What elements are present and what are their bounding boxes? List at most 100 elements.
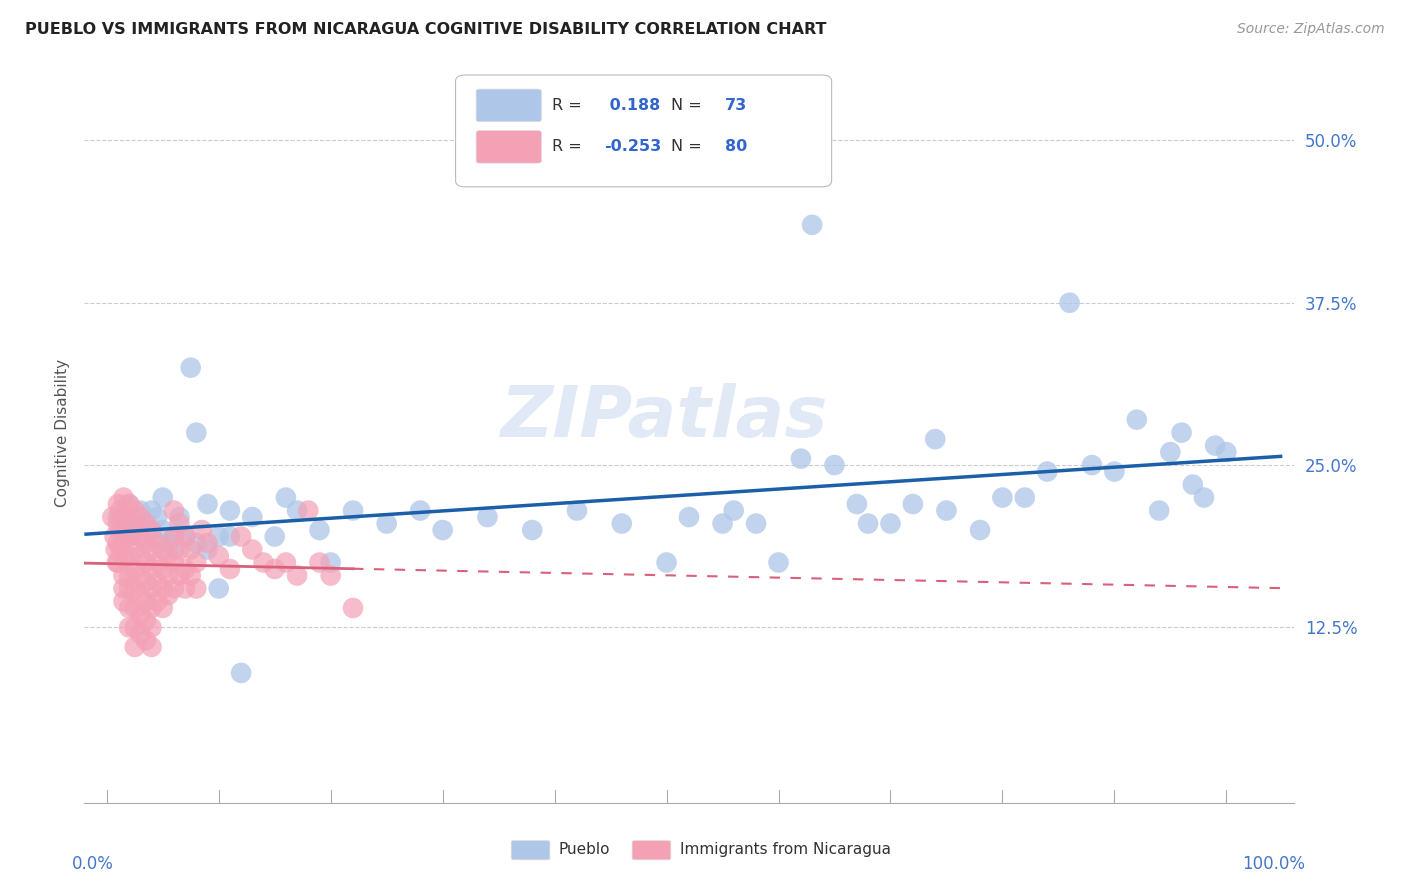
Point xyxy=(1081,458,1104,472)
Point xyxy=(152,582,174,596)
Point xyxy=(240,542,263,557)
Point xyxy=(141,529,163,543)
Point xyxy=(1204,439,1226,453)
Point xyxy=(129,549,152,563)
Text: R =: R = xyxy=(553,98,582,113)
Point xyxy=(901,497,924,511)
Point xyxy=(129,627,152,641)
Point xyxy=(208,549,231,563)
Point xyxy=(129,529,152,543)
FancyBboxPatch shape xyxy=(477,130,541,163)
Point xyxy=(879,516,901,531)
Point xyxy=(157,549,180,563)
Point xyxy=(163,542,186,557)
Point xyxy=(1215,445,1237,459)
Point xyxy=(163,556,186,570)
Point xyxy=(522,523,544,537)
Point xyxy=(152,601,174,615)
Point xyxy=(112,491,135,505)
FancyBboxPatch shape xyxy=(477,89,541,121)
Point xyxy=(801,218,824,232)
Point xyxy=(157,568,180,582)
Text: 73: 73 xyxy=(725,98,748,113)
Point xyxy=(135,516,157,531)
Point xyxy=(118,601,141,615)
Point xyxy=(141,523,163,537)
Text: Pueblo: Pueblo xyxy=(558,842,610,857)
Point xyxy=(197,542,219,557)
Point xyxy=(297,503,319,517)
Point xyxy=(790,451,813,466)
Point xyxy=(935,503,957,517)
Point xyxy=(263,529,285,543)
Point xyxy=(174,529,197,543)
Point xyxy=(112,594,135,608)
Point xyxy=(308,523,330,537)
Point xyxy=(104,529,127,543)
Point xyxy=(124,542,146,557)
Point xyxy=(186,556,208,570)
Point xyxy=(135,574,157,589)
Point xyxy=(118,620,141,634)
Point xyxy=(1147,503,1170,517)
Point xyxy=(1170,425,1192,440)
Point xyxy=(108,542,131,557)
Point xyxy=(135,633,157,648)
Point xyxy=(169,510,191,524)
Point xyxy=(146,574,169,589)
Point xyxy=(146,594,169,608)
Point xyxy=(108,523,131,537)
Point xyxy=(991,491,1014,505)
Point xyxy=(1014,491,1036,505)
Point xyxy=(240,510,263,524)
Point xyxy=(152,562,174,576)
Point xyxy=(124,582,146,596)
Point xyxy=(112,523,135,537)
Point xyxy=(477,510,499,524)
Text: N =: N = xyxy=(671,98,702,113)
Point xyxy=(118,549,141,563)
Point xyxy=(141,503,163,517)
Point xyxy=(174,529,197,543)
Point xyxy=(163,529,186,543)
Text: 0.0%: 0.0% xyxy=(72,855,114,872)
Point xyxy=(157,588,180,602)
Point xyxy=(610,516,633,531)
FancyBboxPatch shape xyxy=(633,840,671,860)
Point xyxy=(107,556,129,570)
Point xyxy=(157,536,180,550)
Point xyxy=(129,529,152,543)
Point xyxy=(1159,445,1181,459)
Text: Immigrants from Nicaragua: Immigrants from Nicaragua xyxy=(681,842,891,857)
Point xyxy=(924,432,946,446)
Point xyxy=(135,614,157,628)
Point xyxy=(169,568,191,582)
Point xyxy=(180,568,202,582)
Point xyxy=(432,523,454,537)
Point xyxy=(141,542,163,557)
Point xyxy=(409,503,432,517)
Point xyxy=(197,497,219,511)
Point xyxy=(308,556,330,570)
Point xyxy=(319,556,342,570)
Point xyxy=(104,542,127,557)
Point xyxy=(1181,477,1204,491)
Point xyxy=(285,503,308,517)
Point xyxy=(129,588,152,602)
Text: Source: ZipAtlas.com: Source: ZipAtlas.com xyxy=(1237,22,1385,37)
Point xyxy=(141,562,163,576)
Point xyxy=(219,529,242,543)
Point xyxy=(208,529,231,543)
Point xyxy=(229,665,252,680)
Point xyxy=(124,503,146,517)
Point xyxy=(745,516,768,531)
Point xyxy=(191,523,214,537)
Point xyxy=(141,601,163,615)
Text: R =: R = xyxy=(553,138,582,153)
Point xyxy=(1192,491,1215,505)
Point xyxy=(655,556,678,570)
Point xyxy=(129,568,152,582)
Point xyxy=(969,523,991,537)
Point xyxy=(1036,465,1059,479)
Point xyxy=(845,497,868,511)
